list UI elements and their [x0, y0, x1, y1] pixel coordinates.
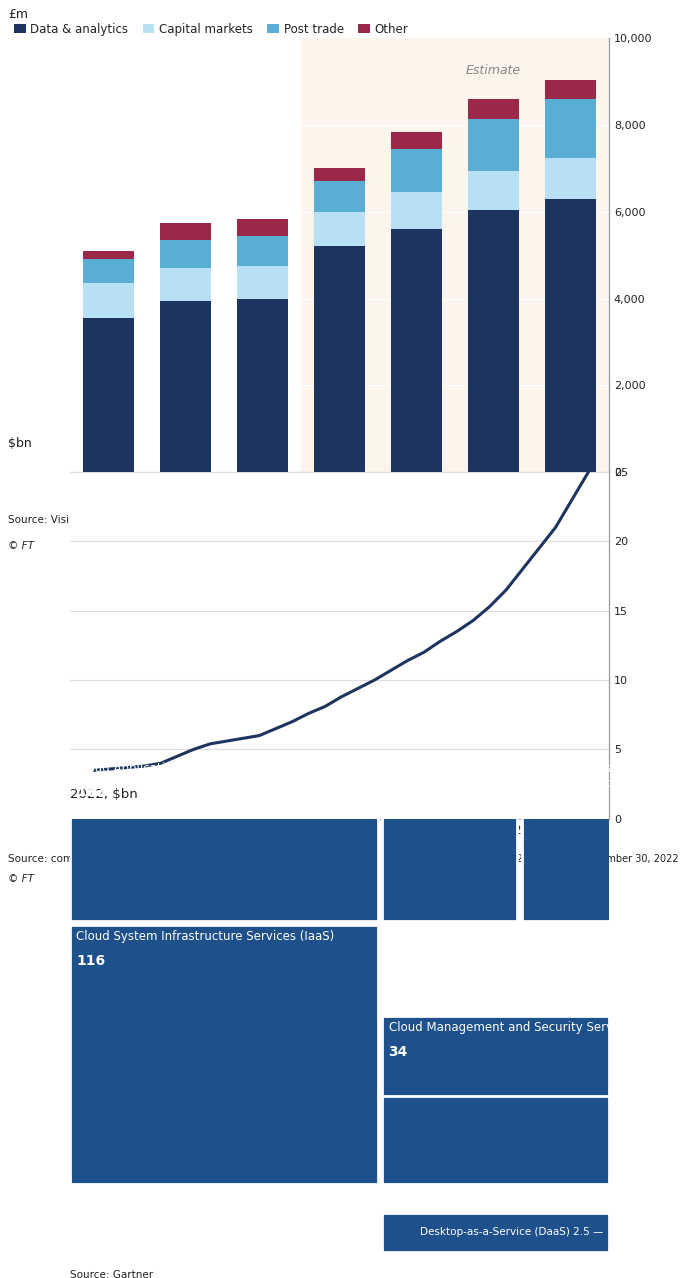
Text: Desktop-as-a-Service (DaaS) 2.5 —: Desktop-as-a-Service (DaaS) 2.5 —: [420, 1227, 603, 1237]
Text: 34: 34: [389, 1044, 408, 1058]
FancyBboxPatch shape: [70, 925, 378, 1183]
FancyBboxPatch shape: [382, 1097, 609, 1183]
Bar: [314, 212, 365, 247]
FancyBboxPatch shape: [522, 757, 613, 921]
Bar: [160, 300, 211, 472]
Bar: [237, 219, 288, 235]
Bar: [160, 268, 211, 300]
FancyBboxPatch shape: [382, 1213, 609, 1252]
FancyBboxPatch shape: [70, 757, 378, 921]
Bar: [83, 259, 134, 284]
Text: Source: Gartner: Source: Gartner: [70, 1270, 153, 1278]
Bar: [314, 181, 365, 212]
Text: Cloud Management and Security Services: Cloud Management and Security Services: [389, 1021, 636, 1034]
Bar: [545, 100, 596, 157]
Text: Cloud Application
Infrastructure Services
(PaaS): Cloud Application Infrastructure Service…: [389, 762, 524, 805]
Bar: [468, 170, 519, 210]
Bar: [545, 199, 596, 472]
Text: Cloud System Infrastructure Services (IaaS): Cloud System Infrastructure Services (Ia…: [76, 930, 335, 943]
Text: 167: 167: [76, 786, 106, 800]
Text: 2022, $bn: 2022, $bn: [70, 789, 138, 801]
Bar: [391, 150, 442, 192]
Bar: [314, 247, 365, 472]
Text: © FT: © FT: [8, 542, 34, 551]
Bar: [83, 284, 134, 318]
Text: £m: £m: [8, 8, 28, 20]
Text: Cloud Application Services (SaaS): Cloud Application Services (SaaS): [76, 762, 276, 774]
Text: © FT: © FT: [8, 874, 34, 884]
Bar: [83, 318, 134, 472]
Bar: [391, 192, 442, 229]
Bar: [545, 79, 596, 100]
Text: *Q1 2023 ended September 30, 2022: *Q1 2023 ended September 30, 2022: [496, 854, 679, 864]
Bar: [314, 169, 365, 181]
Bar: [391, 229, 442, 472]
Text: $bn: $bn: [8, 437, 32, 450]
Text: Cloud Business
Process Services
(BPaaS): Cloud Business Process Services (BPaaS): [528, 762, 626, 805]
Bar: [237, 299, 288, 472]
Bar: [468, 100, 519, 119]
Bar: [468, 210, 519, 472]
Legend: Data & analytics, Capital markets, Post trade, Other: Data & analytics, Capital markets, Post …: [14, 23, 408, 36]
Bar: [391, 132, 442, 150]
Text: 116: 116: [76, 953, 106, 967]
Bar: [160, 240, 211, 268]
FancyBboxPatch shape: [382, 757, 517, 921]
Bar: [160, 224, 211, 240]
Text: Source: company: Source: company: [8, 854, 99, 864]
Bar: [301, 38, 609, 472]
Bar: [83, 250, 134, 259]
Text: 111: 111: [389, 786, 418, 800]
Text: Source: Visible Alpha: Source: Visible Alpha: [8, 515, 118, 525]
Bar: [237, 235, 288, 266]
FancyBboxPatch shape: [382, 1016, 609, 1098]
Bar: [237, 266, 288, 299]
Bar: [545, 157, 596, 199]
Text: Estimate: Estimate: [466, 64, 521, 78]
Bar: [468, 119, 519, 170]
Text: 60: 60: [528, 786, 547, 800]
